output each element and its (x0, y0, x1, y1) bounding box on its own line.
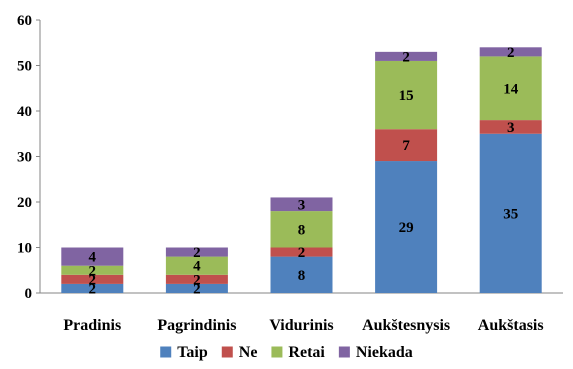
data-label: 2 (89, 272, 97, 288)
bar-segment-ne-3 (270, 247, 333, 257)
data-label: 7 (402, 138, 410, 154)
data-label: 4 (193, 259, 201, 275)
data-label: 2 (89, 281, 97, 297)
bar-segment-taip-4 (375, 161, 438, 293)
legend-label: Taip (177, 344, 208, 361)
data-label: 3 (507, 120, 515, 136)
y-tick-label: 10 (17, 241, 32, 257)
bar-segment-niekada-3 (270, 197, 333, 212)
legend-swatch-ne (221, 346, 233, 358)
data-label: 35 (503, 206, 518, 222)
y-tick-label: 0 (25, 286, 33, 302)
data-label: 29 (399, 220, 414, 236)
bar-segment-niekada-1 (61, 247, 124, 266)
y-tick-label: 20 (17, 195, 32, 211)
data-label: 2 (507, 45, 515, 61)
bar-segment-retai-3 (270, 211, 333, 248)
bar-segment-taip-2 (165, 283, 228, 293)
bar-segment-retai-1 (61, 265, 124, 275)
bar-segment-taip-5 (479, 133, 542, 293)
legend-label: Retai (288, 344, 325, 361)
y-tick-label: 60 (17, 13, 32, 29)
bar-segment-niekada-2 (165, 247, 228, 257)
x-tick-label: Aukštesnysis (362, 317, 450, 334)
data-label: 2 (193, 272, 201, 288)
data-label: 2 (89, 263, 97, 279)
y-tick-label: 40 (17, 104, 32, 120)
data-label: 8 (298, 222, 306, 238)
bar-segment-taip-3 (270, 256, 333, 293)
x-tick-label: Vidurinis (269, 317, 333, 334)
data-label: 2 (193, 281, 201, 297)
data-label: 4 (89, 250, 97, 266)
data-label: 15 (399, 88, 414, 104)
category-labels: Pradinis Pagrindinis Vidurinis Aukštesnysis… (63, 317, 543, 334)
data-label: 2 (402, 49, 410, 65)
bar-segment-niekada-5 (479, 47, 542, 57)
bar-segment-retai-4 (375, 60, 438, 130)
legend-swatch-taip (160, 346, 172, 358)
bar-segment-taip-1 (61, 283, 124, 293)
legend-label: Niekada (356, 344, 413, 361)
data-label: 8 (298, 268, 306, 284)
data-label: 2 (193, 245, 201, 261)
bar-segment-retai-2 (165, 256, 228, 275)
data-label: 14 (503, 81, 519, 97)
data-label: 2 (298, 245, 306, 261)
bar-segment-ne-5 (479, 120, 542, 134)
legend-label: Ne (239, 344, 258, 361)
y-axis-ticks: 0 10 20 30 40 50 60 (17, 13, 40, 302)
x-tick-label: Aukštasis (478, 317, 544, 334)
bar-segment-ne-2 (165, 274, 228, 284)
y-tick-label: 50 (17, 59, 32, 75)
bar-segment-ne-4 (375, 129, 438, 162)
y-tick-label: 30 (17, 150, 32, 166)
bar-segment-ne-1 (61, 274, 124, 284)
x-tick-label: Pradinis (63, 317, 121, 334)
legend-swatch-niekada (338, 346, 350, 358)
legend: Taip Ne Retai Niekada (160, 344, 413, 361)
bar-segment-retai-5 (479, 56, 542, 121)
x-tick-label: Pagrindinis (157, 317, 236, 334)
bar-segment-niekada-4 (375, 51, 438, 61)
legend-swatch-retai (271, 346, 283, 358)
data-label: 3 (298, 197, 306, 213)
